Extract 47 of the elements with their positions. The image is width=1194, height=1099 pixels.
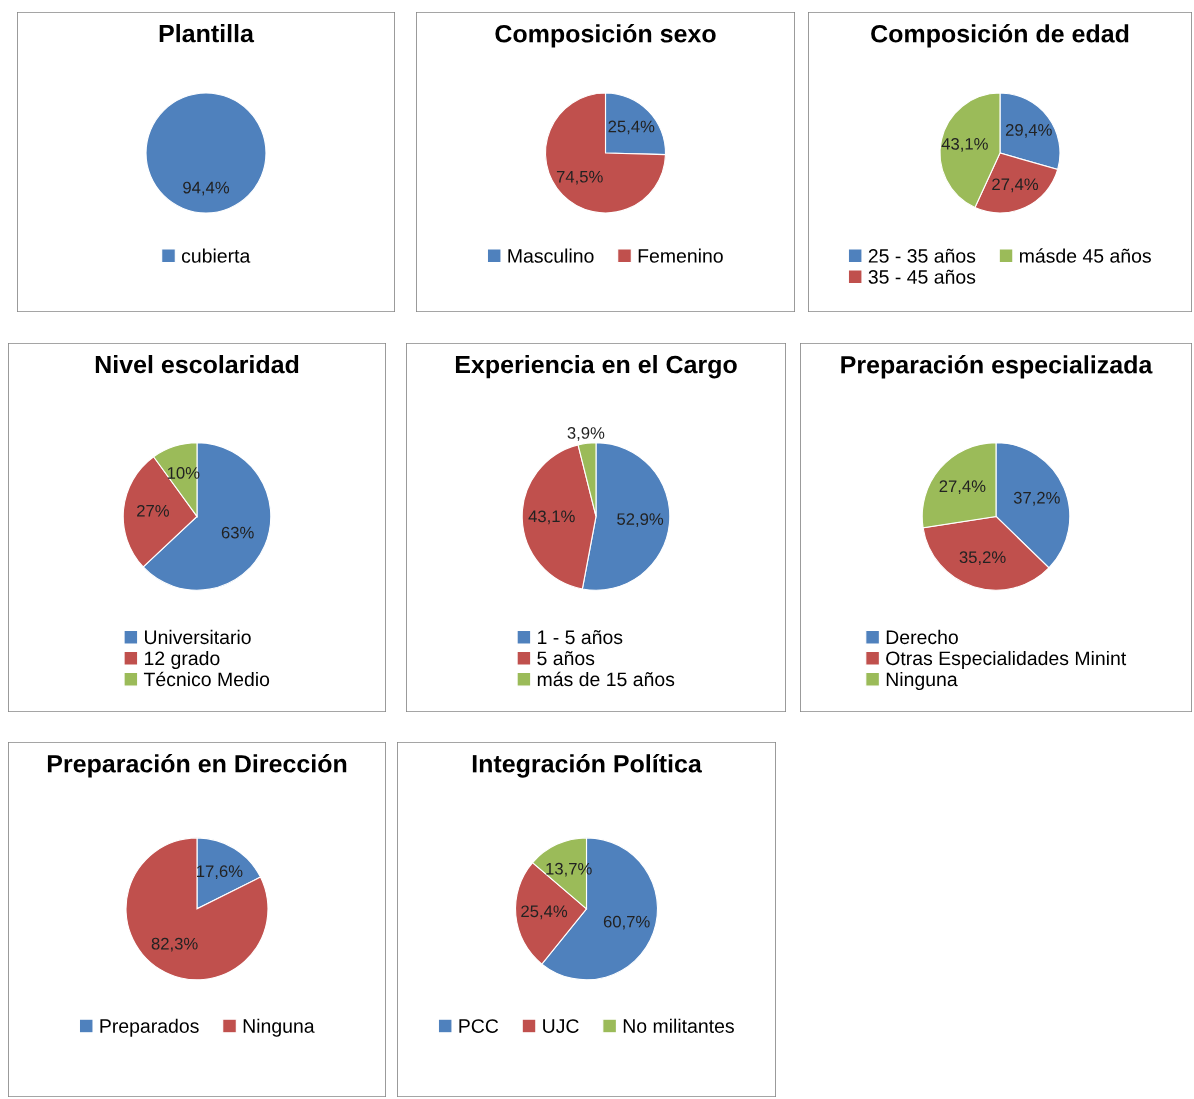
legend-label: Masculino <box>508 248 594 263</box>
chart-title: Plantilla <box>159 24 255 43</box>
legend-label: No militantes <box>623 1018 734 1033</box>
data-label: 74,5% <box>556 170 603 185</box>
data-label: 63% <box>221 526 254 539</box>
legend-label: Derecho <box>886 629 958 645</box>
data-label: 25,4% <box>521 905 568 920</box>
data-label: 60,7% <box>603 915 650 930</box>
data-label: 3,9% <box>567 427 605 441</box>
data-label: 35,2% <box>959 551 1006 566</box>
legend-label: más de 15 años <box>537 671 675 687</box>
legend-label: 5 años <box>537 651 595 666</box>
data-label: 43,1% <box>528 510 575 525</box>
legend-label: Ninguna <box>243 1018 315 1037</box>
legend-label: Técnico Medio <box>143 671 270 687</box>
data-label: 82,3% <box>151 937 198 952</box>
legend-label: Otras Especialidades Minint <box>886 650 1127 670</box>
chart-title: Experiencia en el Cargo <box>455 355 737 379</box>
pie-slice <box>544 92 667 214</box>
data-label: 43,1% <box>941 137 988 152</box>
data-label: 94,4% <box>183 181 230 196</box>
chart-title: Preparación especializada <box>841 355 1153 379</box>
chart-title: Preparación en Dirección <box>47 754 347 778</box>
data-label: 37,2% <box>1013 491 1060 506</box>
legend-label: másde 45 años <box>1019 248 1151 263</box>
pie-slice <box>125 837 269 981</box>
legend-label: Universitario <box>145 629 251 645</box>
data-label: 27% <box>137 504 169 517</box>
chart-title: Integración Política <box>472 754 702 778</box>
data-label: 52,9% <box>617 513 664 527</box>
chart-title: Composición sexo <box>495 24 716 48</box>
data-label: 29,4% <box>1005 123 1052 138</box>
data-label: 25,4% <box>608 120 655 135</box>
legend-label: Femenino <box>638 248 723 263</box>
legend-label: cubierta <box>181 248 251 263</box>
chart-title: Composición de edad <box>871 24 1129 48</box>
data-label: 27,4% <box>939 480 986 495</box>
legend-label: Ninguna <box>886 671 958 691</box>
chart-title: Nivel escolaridad <box>95 355 299 374</box>
legend-label: UJC <box>543 1019 579 1033</box>
legend-label: 12 grado <box>144 650 220 670</box>
data-label: 27,4% <box>992 178 1039 193</box>
legend-label: 1 - 5 años <box>538 630 623 645</box>
legend-label: 25 - 35 años <box>868 248 976 263</box>
legend-label: Preparados <box>100 1018 199 1037</box>
legend-label: PCC <box>459 1019 499 1033</box>
legend-label: 35 - 45 años <box>868 269 976 284</box>
